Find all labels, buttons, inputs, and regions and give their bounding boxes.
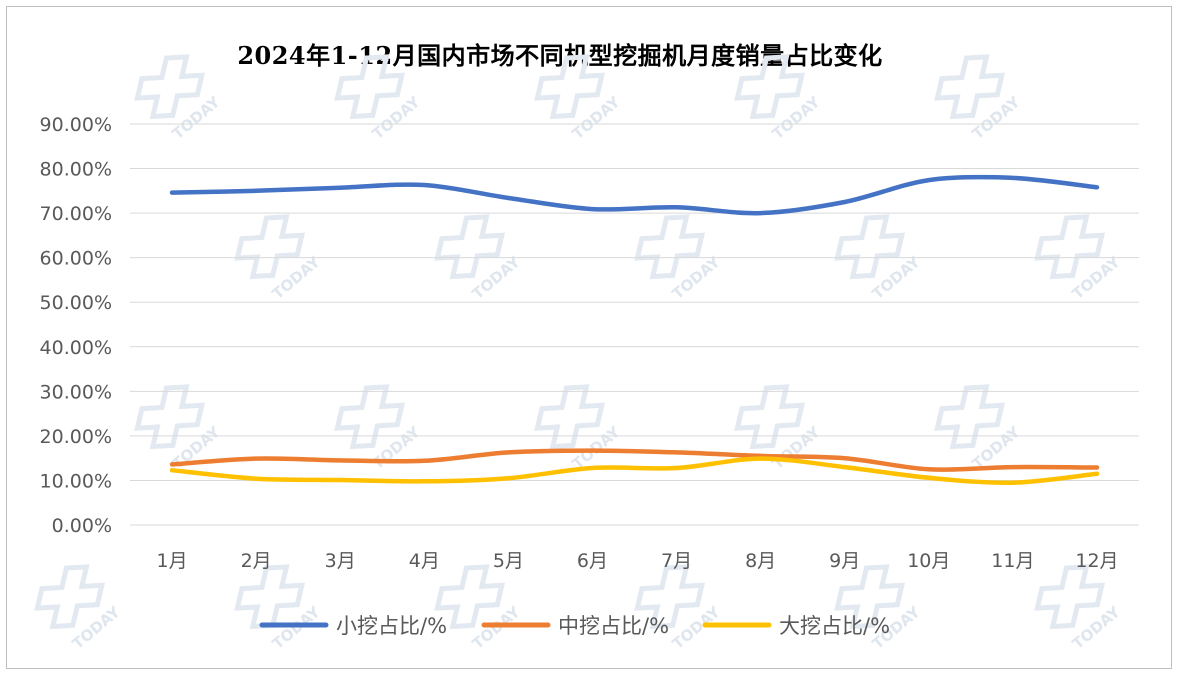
y-tick-label: 40.00%	[40, 337, 112, 359]
x-tick-label: 5月	[493, 550, 524, 572]
watermark-mark: TODAY	[734, 54, 824, 143]
gridlines	[130, 123, 1139, 526]
series-line-1	[169, 174, 1100, 216]
y-tick-label: 70.00%	[40, 203, 112, 225]
watermark-mark: TODAY	[434, 214, 524, 303]
y-tick-label: 80.00%	[40, 159, 112, 181]
x-tick-label: 8月	[745, 550, 776, 572]
watermark-mark: TODAY	[634, 214, 724, 303]
x-tick-label: 9月	[829, 550, 860, 572]
y-tick-label: 30.00%	[40, 381, 112, 403]
watermark-mark: TODAY	[534, 384, 624, 473]
watermark-mark: TODAY	[834, 564, 924, 653]
watermark-mark: TODAY	[334, 54, 424, 143]
x-axis-ticks: 1月 2月 3月 4月 5月 6月 7月 8月 9月 10月 11月 12月	[156, 550, 1118, 572]
legend-label-1: 小挖占比/%	[336, 614, 447, 638]
watermark-mark: TODAY	[1034, 214, 1124, 303]
series-lines	[169, 174, 1100, 486]
y-tick-label: 20.00%	[40, 426, 112, 448]
y-tick-label: 10.00%	[40, 470, 112, 492]
x-tick-label: 10月	[907, 550, 950, 572]
legend-label-2: 中挖占比/%	[558, 614, 669, 638]
watermark-mark: TODAY	[234, 214, 324, 303]
watermark-mark: TODAY	[834, 214, 924, 303]
x-tick-label: 3月	[325, 550, 356, 572]
y-tick-label: 60.00%	[40, 248, 112, 270]
y-tick-label: 0.00%	[52, 515, 112, 537]
watermark-mark: TODAY	[934, 384, 1024, 473]
watermark-mark: TODAY	[1034, 564, 1124, 653]
watermark-mark: TODAY	[934, 54, 1024, 143]
y-axis-ticks: 0.00% 10.00% 20.00% 30.00% 40.00% 50.00% 60.00…	[40, 114, 112, 537]
series-line-3	[169, 456, 1100, 486]
series-line-2	[169, 448, 1100, 472]
x-tick-label: 2月	[241, 550, 272, 572]
legend: 小挖占比/% 中挖占比/% 大挖占比/%	[259, 614, 890, 638]
watermark-mark: TODAY	[434, 564, 524, 653]
watermark-mark: TODAY	[34, 564, 124, 653]
x-tick-label: 7月	[661, 550, 692, 572]
legend-label-3: 大挖占比/%	[779, 614, 890, 638]
x-tick-label: 12月	[1075, 550, 1118, 572]
x-tick-label: 1月	[156, 550, 187, 572]
watermark-mark: TODAY	[234, 564, 324, 653]
chart-frame	[6, 6, 1172, 669]
watermark-mark: TODAY	[634, 564, 724, 653]
x-tick-label: 6月	[577, 550, 608, 572]
x-tick-label: 4月	[409, 550, 440, 572]
y-tick-label: 50.00%	[40, 292, 112, 314]
y-tick-label: 90.00%	[40, 114, 112, 136]
watermark-mark: TODAY	[134, 54, 224, 143]
x-tick-label: 11月	[991, 550, 1034, 572]
watermark-mark: TODAY	[534, 54, 624, 143]
